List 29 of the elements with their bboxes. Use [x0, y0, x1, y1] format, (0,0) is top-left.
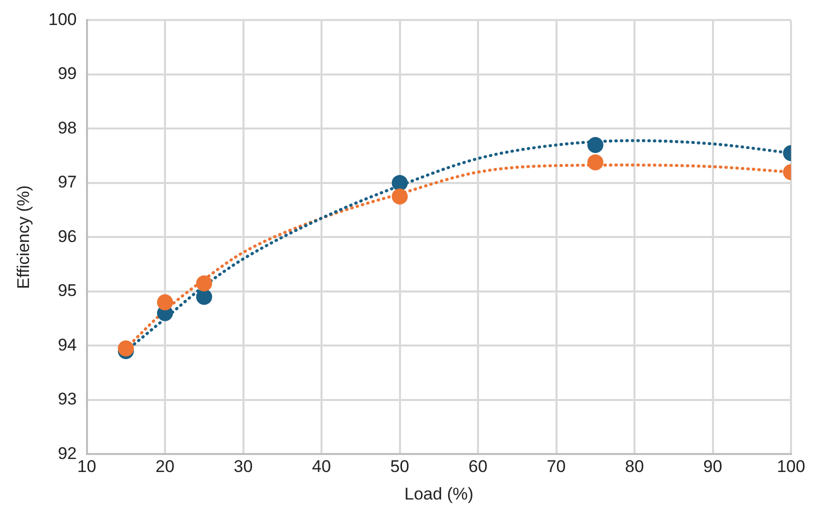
x-tick-label: 50: [390, 457, 410, 476]
point: [196, 288, 212, 305]
y-tick-label: 99: [58, 64, 77, 84]
x-tick-label: 10: [77, 457, 96, 476]
point: [392, 174, 408, 191]
x-tick-label: 80: [625, 457, 644, 476]
y-tick-label: 92: [58, 444, 77, 463]
y-tick-label: 100: [48, 10, 77, 29]
x-tick-label: 70: [546, 457, 566, 476]
y-tick-label: 97: [58, 172, 77, 192]
x-tick-label: 90: [703, 457, 722, 476]
x-tick-label: 30: [234, 457, 253, 476]
y-tick-label: 95: [58, 281, 77, 300]
y-tick-label: 96: [58, 226, 77, 246]
y-tick-label: 93: [58, 390, 77, 409]
point: [587, 154, 604, 170]
point: [196, 275, 212, 292]
x-axis-title: Load (%): [404, 484, 474, 504]
point: [392, 188, 408, 205]
x-tick-label: 40: [312, 457, 331, 476]
x-tick-label: 20: [156, 457, 174, 476]
y-tick-label: 94: [58, 335, 77, 354]
point: [118, 340, 134, 356]
point: [587, 136, 604, 153]
y-tick-label: 98: [58, 118, 77, 138]
x-tick-label: 60: [468, 457, 488, 476]
point: [157, 294, 174, 310]
y-axis-title: Efficiency (%): [14, 185, 33, 290]
x-tick-label: 100: [776, 457, 806, 476]
